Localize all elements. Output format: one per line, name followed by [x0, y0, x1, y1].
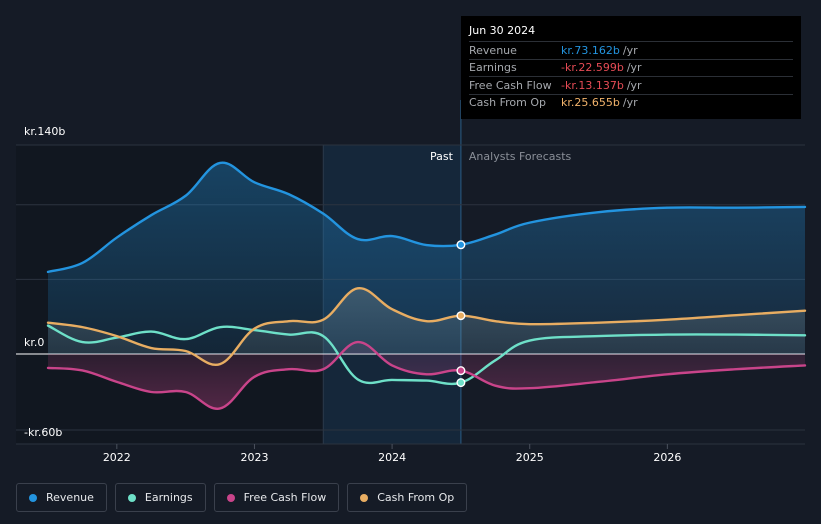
- past-label: Past: [430, 150, 454, 163]
- series-markers: [456, 240, 466, 388]
- y-tick-label: -kr.60b: [24, 426, 62, 439]
- legend-label: Earnings: [144, 491, 193, 504]
- tooltip-label: Cash From Op: [469, 96, 547, 110]
- marker-revenue: [456, 240, 466, 250]
- x-tick-label: 2024: [378, 451, 406, 464]
- area-revenue: [48, 162, 805, 354]
- marker-free-cash-flow: [456, 366, 466, 376]
- tooltip-value: kr.73.162b: [561, 43, 620, 57]
- legend-item-cash-from-op[interactable]: Cash From Op: [347, 483, 468, 512]
- legend-dot-icon: [226, 493, 235, 502]
- axes: Past Analysts Forecasts kr.140b kr.0 -kr.6…: [24, 125, 681, 464]
- line-free-cash-flow: [46, 340, 807, 410]
- x-tick-label: 2022: [103, 451, 131, 464]
- forecast-label: Analysts Forecasts: [469, 150, 572, 163]
- tooltip: Jun 30 2024 Revenue kr.73.162b /yr Earni…: [461, 16, 801, 119]
- tooltip-value: -kr.22.599b: [561, 61, 624, 75]
- tooltip-unit: /yr: [626, 78, 642, 92]
- tooltip-unit: /yr: [626, 61, 642, 75]
- x-tick-label: 2023: [240, 451, 268, 464]
- tooltip-label: Revenue: [469, 43, 517, 57]
- legend-label: Revenue: [46, 491, 94, 504]
- tooltip-label: Free Cash Flow: [469, 78, 552, 92]
- legend-dot-icon: [29, 493, 37, 502]
- tooltip-unit: /yr: [622, 96, 638, 110]
- tooltip-value: kr.25.655b: [561, 96, 620, 110]
- line-earnings: [46, 324, 807, 386]
- line-revenue: [46, 161, 807, 274]
- legend-label: Free Cash Flow: [243, 491, 327, 504]
- legend-dot-icon: [127, 493, 136, 502]
- tooltip-label: Earnings: [469, 61, 517, 75]
- legend-item-earnings[interactable]: Earnings: [114, 483, 206, 512]
- tooltip-row-earnings: Earnings -kr.22.599b /yr: [469, 58, 793, 77]
- marker-earnings: [456, 378, 466, 388]
- area-free-cash-flow: [48, 342, 805, 409]
- legend-label: Cash From Op: [377, 491, 455, 504]
- area-cash-from-op: [48, 288, 805, 365]
- series-lines: [46, 161, 807, 410]
- tooltip-row-revenue: Revenue kr.73.162b /yr: [469, 41, 793, 59]
- tooltip-date: Jun 30 2024: [469, 24, 536, 37]
- x-tick-label: 2026: [653, 451, 681, 464]
- legend-dot-icon: [360, 493, 369, 502]
- legend-item-free-cash-flow[interactable]: Free Cash Flow: [213, 483, 340, 512]
- legend-item-revenue[interactable]: Revenue: [16, 483, 107, 512]
- tooltip-unit: /yr: [622, 43, 638, 57]
- tooltip-value: -kr.13.137b: [561, 78, 624, 92]
- legend: Revenue Earnings Free Cash Flow Cash Fro…: [16, 483, 468, 512]
- x-tick-label: 2025: [516, 451, 544, 464]
- series-areas: [48, 162, 805, 409]
- y-tick-label: kr.140b: [24, 125, 65, 138]
- marker-cash-from-op: [456, 311, 466, 321]
- line-cash-from-op: [46, 287, 807, 367]
- y-tick-label: kr.0: [24, 336, 44, 349]
- tooltip-row-free-cash-flow: Free Cash Flow -kr.13.137b /yr: [469, 76, 793, 94]
- tooltip-row-cash-from-op: Cash From Op kr.25.655b /yr: [469, 93, 793, 112]
